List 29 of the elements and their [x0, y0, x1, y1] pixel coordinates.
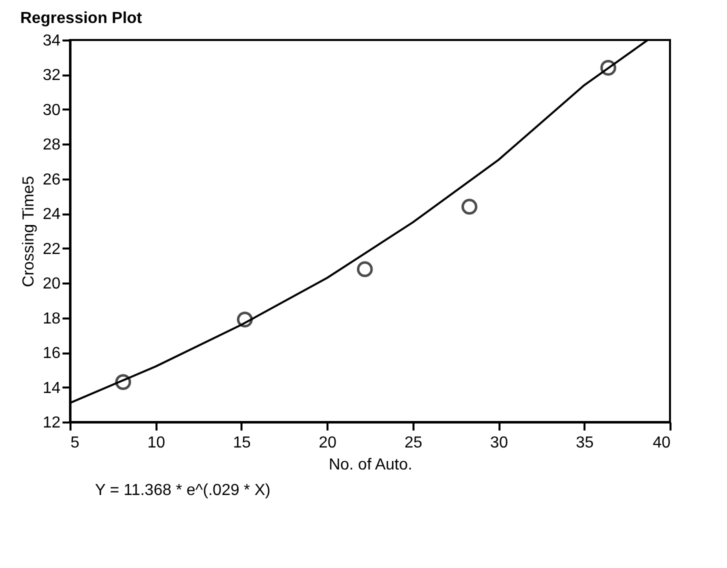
y-tick-label: 24	[42, 206, 61, 224]
y-tick-label: 12	[42, 414, 61, 432]
x-tick-label: 25	[404, 434, 422, 452]
x-tick-label: 10	[147, 434, 166, 452]
point	[236, 312, 253, 328]
point	[356, 261, 373, 278]
y-tick-label: 16	[42, 345, 61, 362]
point	[115, 374, 132, 390]
y-tick-label: 30	[42, 102, 61, 119]
y-tick-label: 22	[42, 240, 61, 258]
x-tick-label: 15	[233, 434, 251, 452]
x-tick-label: 40	[652, 434, 671, 452]
x-axis-title: No. of Auto.	[328, 456, 412, 474]
point	[461, 198, 478, 215]
y-tick-label: 14	[42, 380, 61, 397]
x-tick-label: 30	[490, 434, 508, 452]
y-tick-label: 26	[42, 171, 61, 188]
y-axis-title: Crossing Time5	[20, 176, 38, 288]
x-tick-label: 35	[576, 434, 594, 452]
x-tick-label: 20	[318, 434, 337, 452]
y-tick-label: 20	[42, 276, 61, 293]
chart-title: Regression Plot	[20, 10, 143, 27]
y-tick-label: 32	[42, 67, 61, 84]
x-tick-label: 5	[70, 434, 80, 452]
y-tick-label: 34	[42, 32, 61, 50]
y-tick-label: 18	[42, 310, 61, 328]
text: Y = 11.368 * e^(.029 * X)	[95, 482, 272, 500]
y-tick-label: 28	[42, 136, 61, 154]
point	[600, 60, 616, 76]
